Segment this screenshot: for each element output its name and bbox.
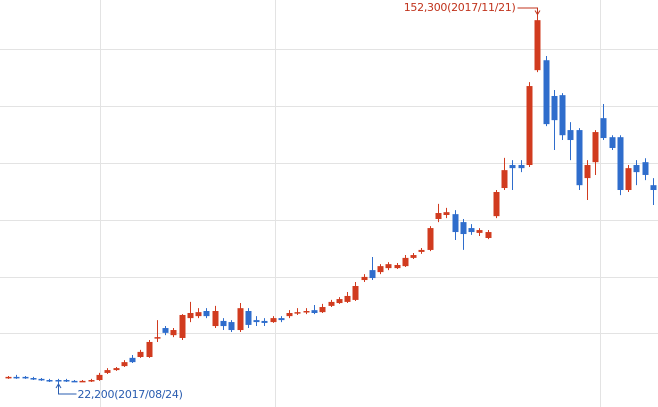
candle-body xyxy=(146,341,153,358)
candle-body xyxy=(303,311,310,313)
candle-body xyxy=(228,322,235,331)
candle-body xyxy=(294,312,301,314)
candle-body xyxy=(493,191,500,217)
candle-body xyxy=(328,301,335,306)
candle-body xyxy=(96,374,103,381)
candle-body xyxy=(336,299,343,304)
candle-body xyxy=(344,295,351,302)
candle-body xyxy=(385,264,392,269)
candle-body xyxy=(501,170,508,189)
candle-body xyxy=(162,328,169,333)
candle-body xyxy=(286,312,293,317)
candle-body xyxy=(203,311,210,317)
annotation-arrow xyxy=(517,7,538,15)
candle-body xyxy=(46,380,53,382)
candle-body xyxy=(352,286,359,300)
candle-body xyxy=(237,308,244,331)
candle-body xyxy=(394,264,401,269)
candle-body xyxy=(369,270,376,279)
candle-body xyxy=(485,232,492,239)
candle-body xyxy=(212,311,219,327)
candle-body xyxy=(435,213,442,219)
candle-body xyxy=(261,320,268,323)
candle-body xyxy=(79,380,86,383)
candle-body xyxy=(38,378,45,381)
candle-body xyxy=(476,230,483,233)
candle-body xyxy=(468,228,475,233)
candle-body xyxy=(88,380,95,382)
candle-body xyxy=(427,228,434,250)
annotation-arrowhead xyxy=(55,383,62,389)
candle-body xyxy=(187,312,194,319)
candle-body xyxy=(443,212,450,216)
candle-body xyxy=(584,165,591,179)
grid-vertical xyxy=(100,0,601,407)
candle-body xyxy=(642,162,649,175)
candle-body xyxy=(361,276,368,281)
candle-body xyxy=(311,310,318,313)
candle-body xyxy=(220,320,227,327)
candle-body xyxy=(576,130,583,186)
candle-body xyxy=(278,318,285,321)
candle-body xyxy=(55,380,62,382)
candle-body xyxy=(402,257,409,267)
candle-body xyxy=(22,376,29,379)
candle-body xyxy=(170,330,177,336)
candle-body xyxy=(650,185,657,191)
candle-body xyxy=(30,378,37,380)
candle-body xyxy=(543,60,550,125)
candle-body xyxy=(600,118,607,139)
candle-body xyxy=(179,314,186,338)
candle-body xyxy=(559,95,566,136)
annotation-arrowhead xyxy=(534,10,541,16)
candle-body xyxy=(104,370,111,373)
candle-body xyxy=(137,351,144,358)
candle-body xyxy=(377,266,384,273)
candle-body xyxy=(410,255,417,258)
candle-body xyxy=(609,137,616,148)
candle-body xyxy=(121,362,128,367)
candle-body xyxy=(534,20,541,71)
candle-body xyxy=(195,312,202,317)
candle-body xyxy=(567,130,574,141)
candle-body xyxy=(270,318,277,323)
candle-body xyxy=(5,376,12,379)
candle-body xyxy=(625,168,632,191)
candle-body xyxy=(460,222,467,235)
candle-body xyxy=(509,165,516,169)
candle-body xyxy=(63,380,70,382)
candle-body xyxy=(253,320,260,323)
candle-body xyxy=(518,165,525,169)
candle-body xyxy=(452,214,459,233)
candle-body xyxy=(633,165,640,173)
candle-body xyxy=(617,137,624,191)
candle-body xyxy=(245,311,252,325)
annotation-arrow xyxy=(58,383,77,395)
candle-body xyxy=(154,337,161,339)
candle-body xyxy=(129,357,136,363)
candle-body xyxy=(71,380,78,383)
candle-body xyxy=(592,132,599,163)
candle-body xyxy=(319,307,326,313)
candle-body xyxy=(526,86,533,166)
annotation-low: 22,200(2017/08/24) xyxy=(78,388,183,401)
candle-body xyxy=(13,376,20,379)
candle-body xyxy=(551,95,558,121)
candle-body xyxy=(418,249,425,252)
candle-body xyxy=(113,368,120,371)
annotation-high: 152,300(2017/11/21) xyxy=(404,1,516,14)
